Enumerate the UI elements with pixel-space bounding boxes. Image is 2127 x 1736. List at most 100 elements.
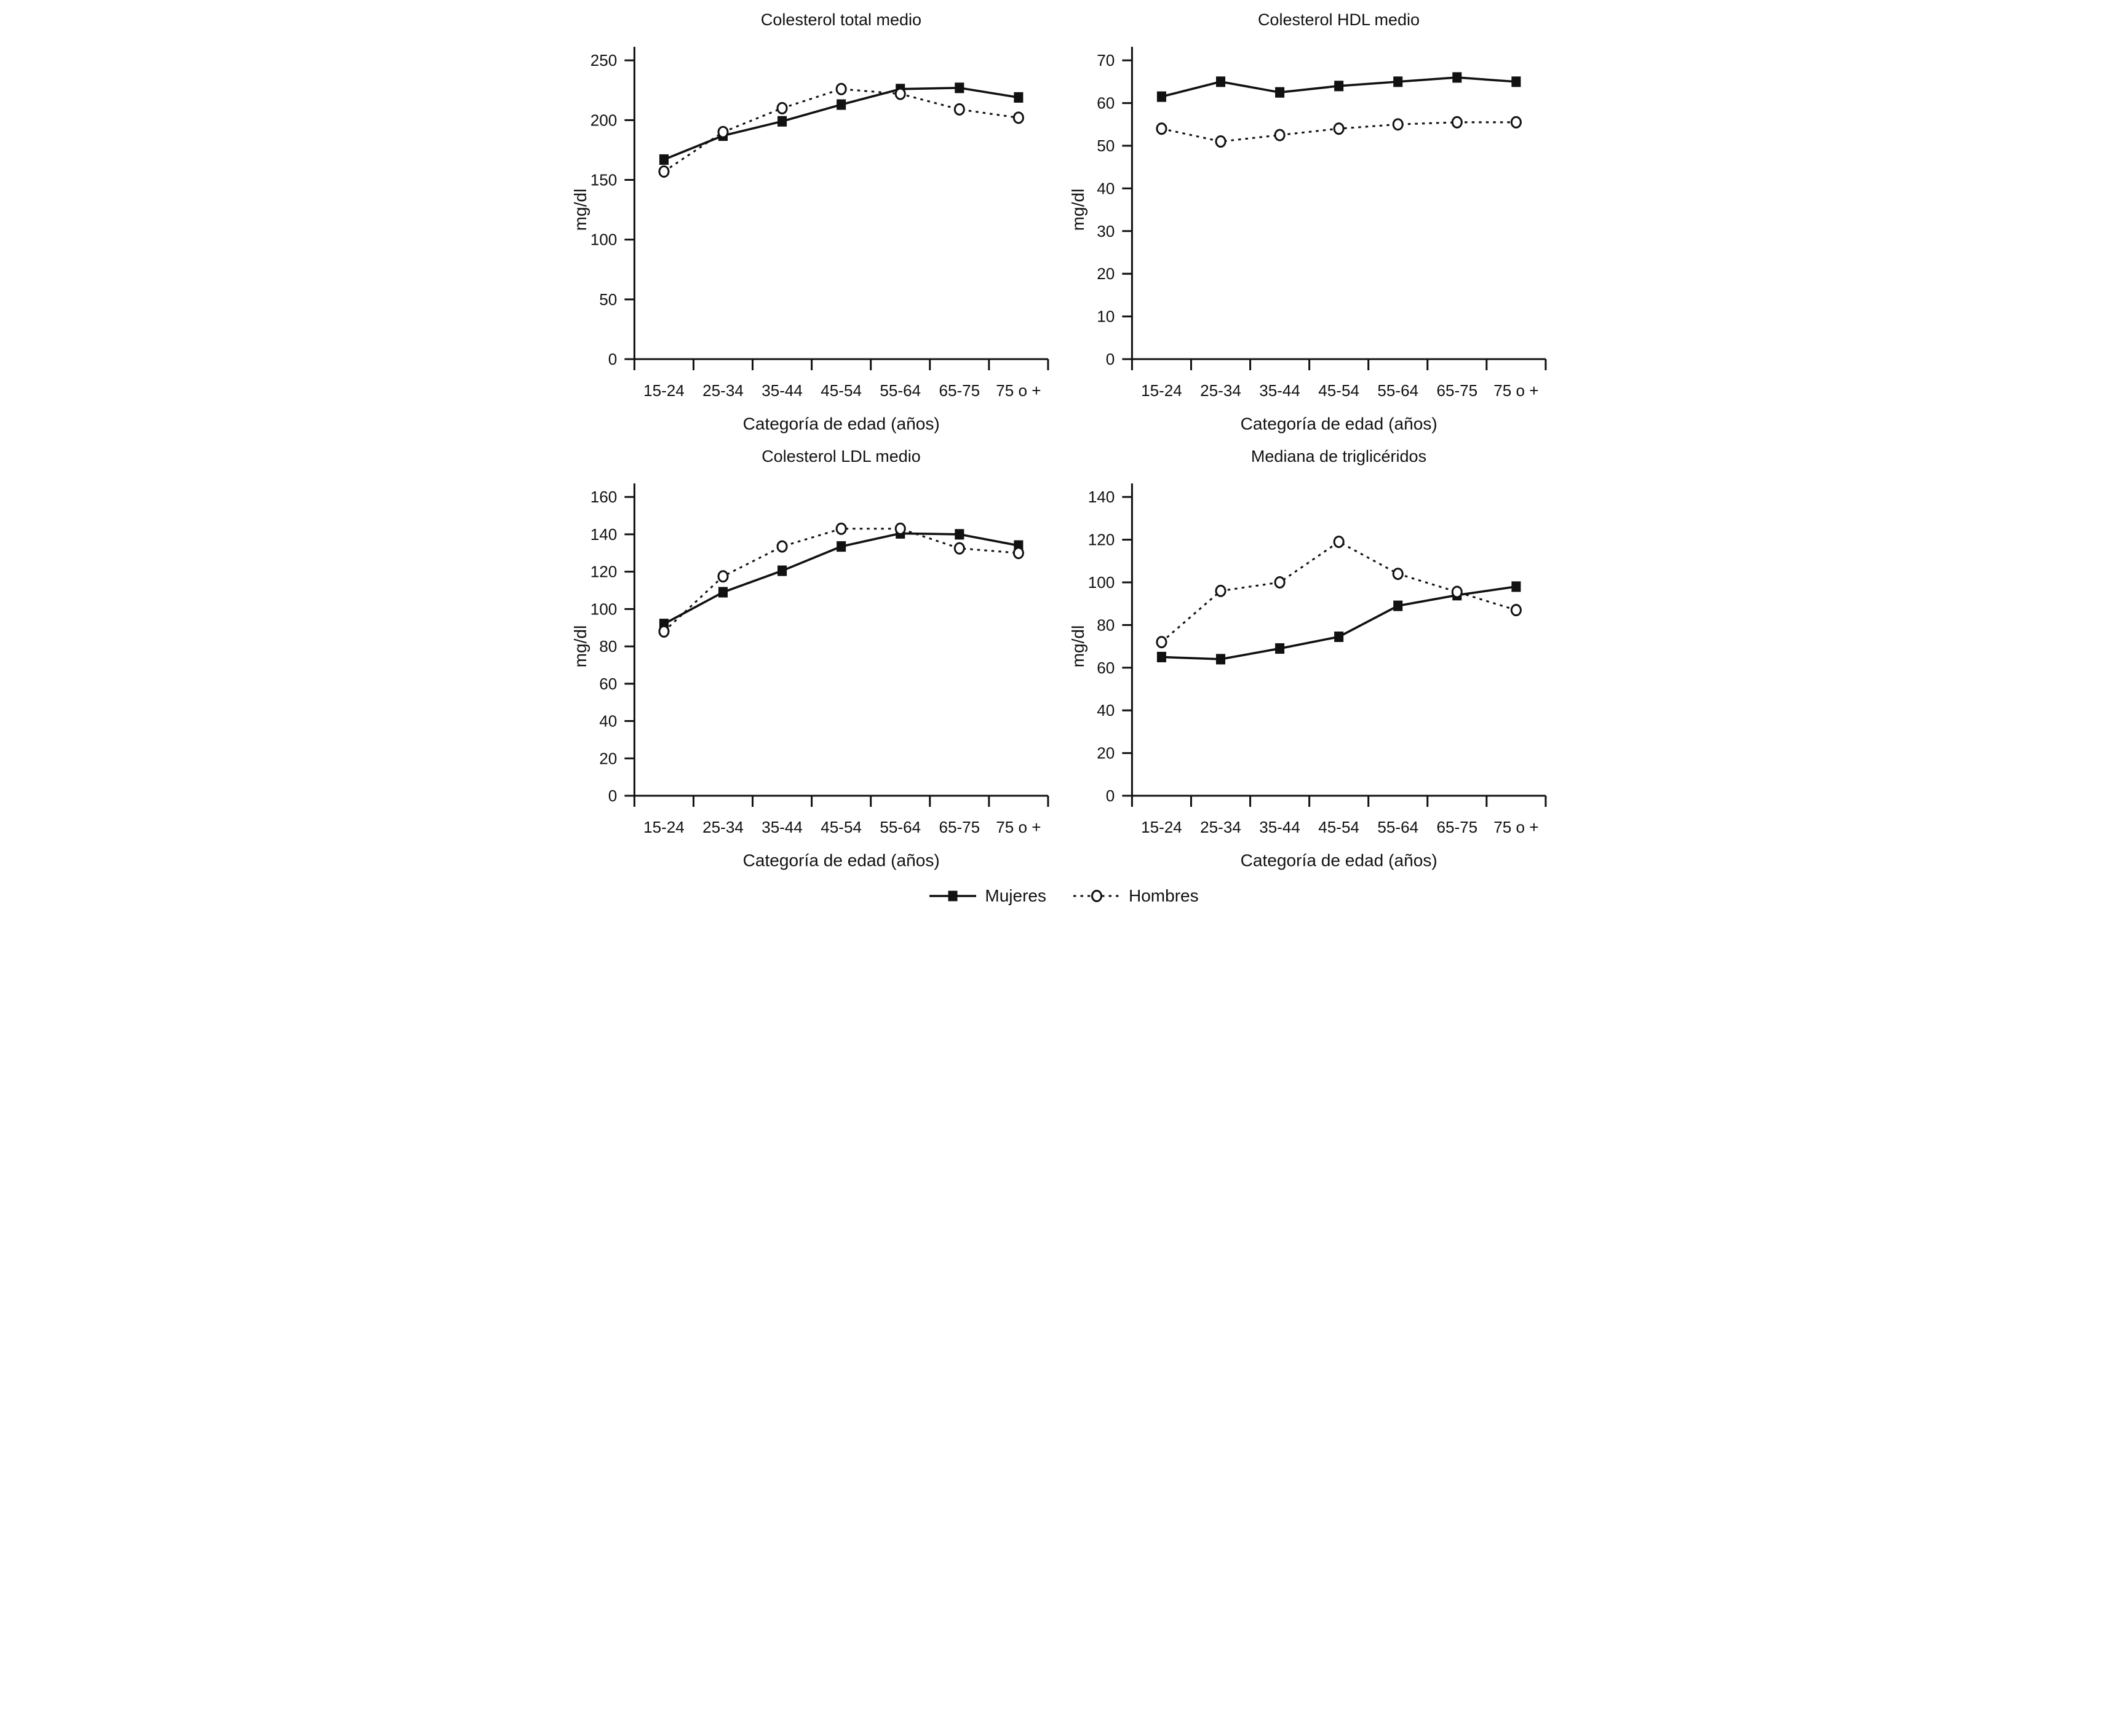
open-circle-marker-icon [835,522,847,535]
x-axis-title: Categoría de edad (años) [743,414,940,433]
filled-square-marker-icon [777,116,787,127]
series-markers-hombres [658,522,1024,638]
open-circle-marker-icon [1274,576,1286,589]
y-tick-label: 100 [590,230,618,248]
open-circle-marker-icon [1392,117,1404,131]
open-circle-marker-icon [894,87,906,100]
x-tick-label: 35-44 [761,818,803,836]
series-markers-mujeres [1156,581,1521,665]
x-tick-label: 25-34 [1200,381,1241,400]
x-tick-label: 45-54 [821,381,862,400]
filled-square-marker-icon [837,541,846,552]
open-circle-marker-icon [1012,547,1024,560]
line-chart-trigliceridos: 0 20 40 60 80 100 120 140 15-24 25-34 35-44 45-54 55… [1068,483,1547,870]
chart-title-colesterol-total: Colesterol total medio [760,10,922,29]
x-tick-label: 75 o + [996,381,1041,400]
chart-title-colesterol-ldl: Colesterol LDL medio [761,447,921,466]
axis-labels: 0 20 40 60 80 100 120 140 15-24 25-34 35-44 45-54 55… [1068,488,1538,870]
filled-square-marker-icon [1215,76,1226,87]
x-tick-label: 75 o + [1493,818,1538,836]
y-axis-title: mg/dl [1068,625,1087,668]
series-line-mujeres [1161,585,1517,660]
open-circle-marker-icon [953,103,965,116]
filled-square-marker-icon [1156,651,1166,662]
y-tick-label: 0 [1106,787,1115,805]
filled-square-marker-icon [1215,654,1226,665]
axes [624,46,1049,370]
chart-legend: Mujeres Hombres [568,886,1559,906]
x-tick-label: 35-44 [1259,818,1300,836]
axis-labels: 0 50 100 150 200 250 15-24 25-34 35-44 45-54 55-64… [571,51,1041,433]
open-circle-marker-icon [658,625,670,638]
x-tick-label: 15-24 [1141,818,1182,836]
open-circle-marker-icon [1510,604,1522,617]
open-circle-marker-icon [717,125,729,138]
open-circle-marker-icon [835,82,847,95]
y-tick-label: 120 [590,563,618,581]
x-tick-label: 65-75 [939,818,980,836]
y-tick-label: 20 [1097,264,1115,283]
x-tick-label: 75 o + [1493,381,1538,400]
filled-square-marker-icon [1393,600,1403,611]
x-tick-label: 45-54 [1318,818,1359,836]
x-axis-title: Categoría de edad (años) [743,850,940,870]
filled-square-marker-icon [1511,581,1521,592]
y-tick-label: 70 [1097,51,1115,69]
dotted-line-open-circle-icon [1073,889,1120,902]
y-tick-label: 40 [1097,701,1115,719]
y-tick-label: 250 [590,51,618,69]
open-circle-marker-icon [1510,116,1522,129]
y-axis-title: mg/dl [1068,188,1087,231]
y-tick-label: 40 [599,712,617,731]
y-tick-label: 140 [590,525,618,544]
y-tick-label: 10 [1097,307,1115,325]
chart-title-colesterol-hdl: Colesterol HDL medio [1257,10,1420,29]
x-tick-label: 55-64 [880,818,921,836]
filled-square-marker-icon [1334,81,1344,92]
series-markers-hombres [658,82,1024,178]
filled-square-marker-icon [1334,631,1344,643]
y-tick-label: 0 [608,787,618,805]
open-circle-marker-icon [894,522,906,535]
x-axis-title: Categoría de edad (años) [1241,850,1437,870]
open-circle-marker-icon [717,570,729,583]
legend-label-hombres: Hombres [1129,886,1199,905]
y-tick-label: 0 [1106,350,1115,368]
x-tick-label: 65-75 [1436,818,1477,836]
x-tick-label: 35-44 [761,381,803,400]
x-tick-label: 65-75 [939,381,980,400]
filled-square-marker-icon [837,99,846,110]
filled-square-marker-icon [1014,92,1024,103]
x-tick-label: 45-54 [821,818,862,836]
y-tick-label: 0 [608,350,618,368]
y-tick-label: 60 [1097,93,1115,112]
filled-square-marker-icon [955,82,964,93]
solid-line-filled-square-icon [929,890,977,901]
series-markers-hombres [1156,116,1522,148]
filled-square-marker-icon [777,565,787,576]
legend-label-mujeres: Mujeres [985,886,1046,905]
y-tick-label: 20 [599,749,617,767]
legend-item-hombres: Hombres [1072,886,1199,906]
open-circle-marker-icon [776,540,788,553]
open-circle-marker-icon [1215,135,1227,148]
y-axis-title: mg/dl [571,188,590,231]
x-tick-label: 55-64 [1377,818,1418,836]
y-tick-label: 60 [599,675,617,693]
filled-square-marker-icon [1275,87,1285,98]
axes [1122,483,1547,807]
x-tick-label: 15-24 [643,818,685,836]
series-line-mujeres [663,86,1019,161]
filled-square-marker-icon [718,587,728,598]
y-tick-label: 40 [1097,179,1115,197]
y-tick-label: 120 [1088,531,1115,549]
series-markers-hombres [1156,536,1522,649]
x-axis-title: Categoría de edad (años) [1241,414,1437,433]
line-chart-colesterol-total: 0 50 100 150 200 250 15-24 25-34 35-44 45-54 55-64… [571,46,1049,433]
x-tick-label: 15-24 [643,381,685,400]
filled-square-marker-icon [1452,72,1462,83]
x-tick-label: 45-54 [1318,381,1359,400]
x-tick-label: 35-44 [1259,381,1300,400]
filled-square-marker-icon [1393,76,1403,87]
axes [624,483,1049,807]
